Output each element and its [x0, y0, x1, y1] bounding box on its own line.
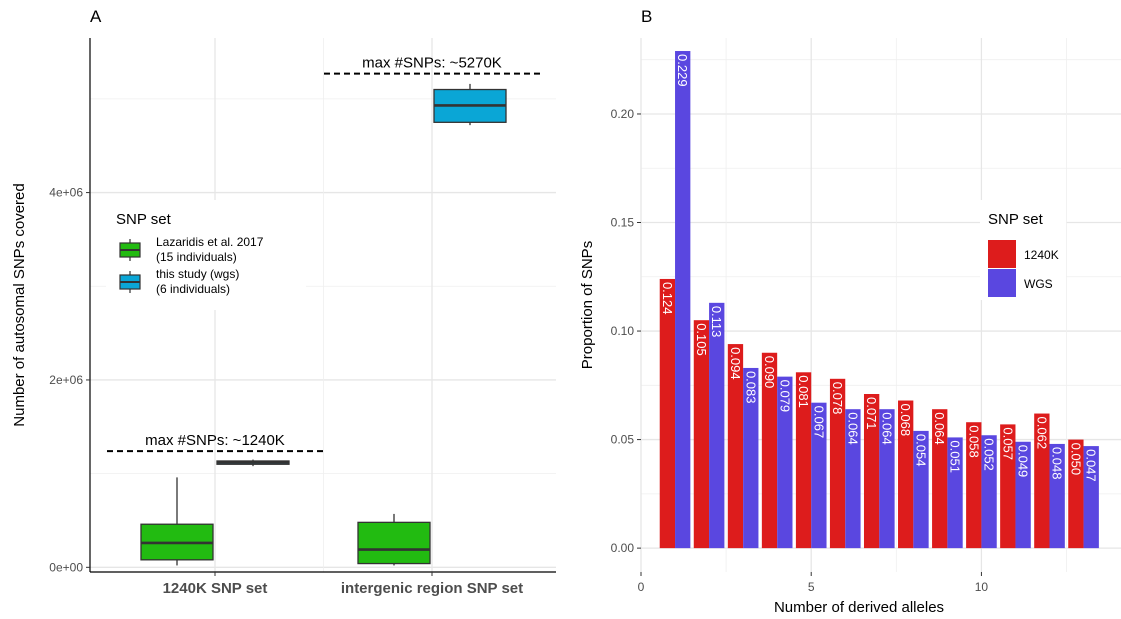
box-iqr — [358, 522, 430, 563]
bar-value-label: 0.057 — [1000, 427, 1015, 460]
y-tick-label: 0.20 — [611, 107, 635, 121]
y-tick-label: 0.15 — [611, 216, 635, 230]
bar-value-label: 0.050 — [1068, 443, 1083, 476]
bar-wgs — [709, 303, 724, 548]
y-tick-label: 2e+06 — [49, 373, 83, 387]
bar-value-label: 0.079 — [777, 380, 792, 413]
bar-value-label: 0.094 — [728, 347, 743, 380]
bar-value-label: 0.054 — [914, 434, 929, 467]
x-category-label: intergenic region SNP set — [341, 580, 523, 597]
max-snps-label: max #SNPs: ~5270K — [362, 55, 502, 72]
bar-value-label: 0.051 — [948, 440, 963, 473]
x-category-label: 1240K SNP set — [163, 580, 268, 597]
legend-key-wgs — [988, 269, 1016, 297]
legend-entry-line2: (15 individuals) — [156, 250, 237, 264]
max-snps-label: max #SNPs: ~1240K — [145, 432, 285, 449]
x-axis-title: Number of derived alleles — [774, 599, 944, 616]
bar-value-label: 0.081 — [796, 375, 811, 408]
y-tick-label: 0e+00 — [49, 560, 83, 574]
bar-value-label: 0.062 — [1034, 417, 1049, 450]
legend-title: SNP set — [116, 211, 172, 228]
x-tick-label: 10 — [975, 580, 989, 594]
bar-value-label: 0.068 — [898, 404, 913, 437]
x-tick-label: 0 — [638, 580, 645, 594]
bar-value-label: 0.067 — [811, 406, 826, 439]
bar-wgs — [675, 51, 690, 548]
y-axis-title: Proportion of SNPs — [579, 241, 596, 369]
bar-value-label: 0.049 — [1016, 445, 1031, 478]
y-axis-title: Number of autosomal SNPs covered — [11, 183, 28, 426]
legend-entry-line2: (6 individuals) — [156, 282, 230, 296]
bar-value-label: 0.083 — [743, 371, 758, 404]
bar-value-label: 0.047 — [1084, 449, 1099, 482]
y-tick-label: 0.10 — [611, 324, 635, 338]
legend-key-1240k — [988, 240, 1016, 268]
bar-value-label: 0.105 — [694, 323, 709, 356]
bar-value-label: 0.058 — [966, 425, 981, 458]
bar-1240k — [660, 279, 675, 548]
legend-title: SNP set — [988, 211, 1044, 228]
x-tick-label: 5 — [808, 580, 815, 594]
panel-a-chart: max #SNPs: ~1240K max #SNPs: ~5270K 0e+00 2… — [11, 38, 556, 597]
bar-value-label: 0.064 — [932, 412, 947, 445]
bar-value-label: 0.229 — [675, 54, 690, 87]
legend-entry-label: WGS — [1024, 277, 1053, 291]
panel-a-letter: A — [90, 7, 102, 26]
legend-entry-line1: this study (wgs) — [156, 267, 239, 281]
y-tick-label: 4e+06 — [49, 186, 83, 200]
legend-entry-label: 1240K — [1024, 248, 1059, 262]
bar-value-label: 0.124 — [660, 282, 675, 315]
bar-value-label: 0.064 — [879, 412, 894, 445]
panel-b-letter: B — [641, 7, 652, 26]
legend-entry-line1: Lazaridis et al. 2017 — [156, 235, 264, 249]
y-tick-label: 0.00 — [611, 541, 635, 555]
bar-value-label: 0.071 — [864, 397, 879, 430]
bar-value-label: 0.078 — [830, 382, 845, 415]
bar-value-label: 0.048 — [1050, 447, 1065, 480]
bar-value-label: 0.052 — [982, 438, 997, 471]
bar-value-label: 0.064 — [845, 412, 860, 445]
y-tick-label: 0.05 — [611, 433, 635, 447]
bar-value-label: 0.113 — [709, 306, 724, 338]
bar-value-label: 0.090 — [762, 356, 777, 389]
